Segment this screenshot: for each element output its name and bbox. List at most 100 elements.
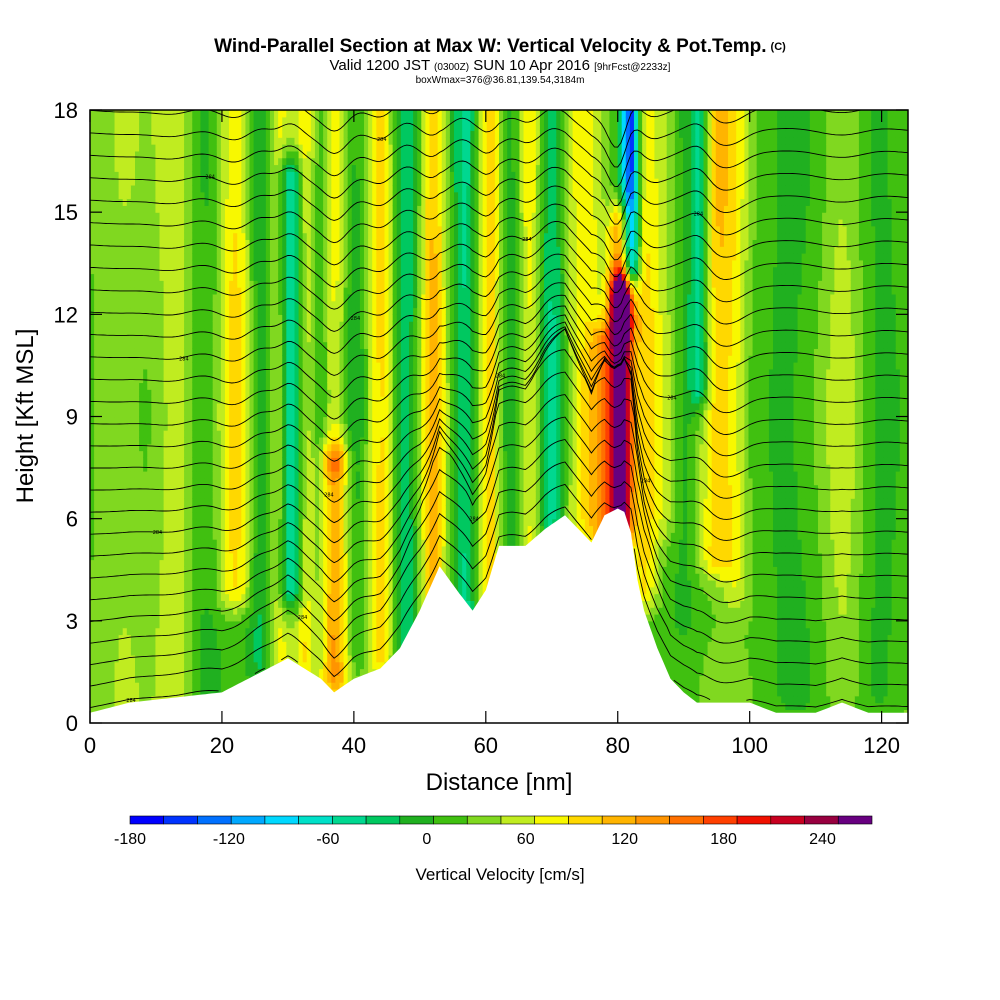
velocity-cell [171,293,177,302]
velocity-cell [114,532,120,540]
velocity-cell [241,150,247,159]
velocity-cell [106,682,112,690]
velocity-cell [282,525,287,533]
velocity-cell [196,525,202,533]
velocity-cell [294,137,300,145]
velocity-cell [122,293,128,302]
velocity-cell [188,484,193,493]
velocity-cell [290,375,296,384]
velocity-cell [212,559,218,567]
velocity-cell [282,477,287,486]
velocity-cell [118,668,124,676]
velocity-cell [233,198,238,206]
velocity-cell [118,552,124,561]
velocity-cell [184,184,189,193]
velocity-cell [114,688,120,697]
velocity-cell [265,593,271,601]
velocity-cell [175,641,181,649]
velocity-cell [94,505,99,513]
velocity-cell [200,491,206,499]
velocity-cell [184,443,189,452]
velocity-cell [171,559,177,567]
velocity-cell [114,579,120,588]
velocity-cell [175,184,181,193]
velocity-cell [126,539,132,547]
velocity-cell [139,144,144,152]
velocity-cell [167,579,173,588]
velocity-cell [126,218,132,227]
velocity-cell [110,552,116,561]
velocity-cell [171,518,177,527]
velocity-cell [167,614,173,622]
velocity-cell [179,423,185,431]
velocity-cell [106,695,112,704]
velocity-cell [298,116,304,125]
velocity-cell [302,144,308,152]
velocity-cell [122,116,128,125]
velocity-cell [294,614,300,622]
velocity-cell [163,505,169,513]
velocity-cell [220,293,226,302]
velocity-cell [106,614,112,622]
velocity-cell [224,518,230,527]
velocity-cell [163,307,169,315]
velocity-cell [220,586,226,595]
velocity-cell [143,641,148,649]
velocity-cell [274,171,279,179]
velocity-cell [278,130,283,138]
velocity-cell [98,552,103,561]
velocity-cell [179,648,185,656]
velocity-cell [171,116,177,125]
velocity-cell [294,178,300,186]
velocity-cell [257,505,263,513]
velocity-cell [98,293,103,302]
velocity-cell [216,266,222,275]
velocity-cell [130,470,136,479]
velocity-cell [110,695,116,704]
velocity-cell [90,157,95,166]
velocity-cell [306,409,312,418]
velocity-cell [114,648,120,656]
velocity-cell [130,518,136,527]
velocity-cell [212,382,218,390]
velocity-cell [192,266,197,275]
velocity-cell [126,123,132,132]
velocity-cell [163,436,169,445]
velocity-cell [134,130,140,138]
velocity-cell [241,627,247,636]
velocity-cell [257,300,263,309]
velocity-cell [233,559,238,567]
velocity-cell [102,695,107,704]
velocity-cell [274,539,279,547]
velocity-cell [286,382,292,390]
velocity-cell [233,586,238,595]
velocity-cell [126,402,132,411]
velocity-cell [224,184,230,193]
velocity-cell [212,627,218,636]
velocity-cell [192,382,197,390]
velocity-cell [216,314,222,322]
velocity-cell [126,436,132,445]
velocity-cell [204,573,210,581]
velocity-cell [245,593,251,601]
velocity-cell [192,239,197,247]
velocity-cell [306,402,312,411]
velocity-cell [241,110,247,118]
velocity-cell [179,505,185,513]
velocity-cell [249,116,255,125]
velocity-cell [94,150,99,159]
velocity-cell [216,559,222,567]
velocity-cell [290,341,296,349]
velocity-cell [143,164,148,172]
velocity-cell [200,654,206,663]
velocity-cell [253,110,259,118]
velocity-cell [196,634,202,642]
velocity-cell [159,648,165,656]
velocity-cell [204,545,210,554]
velocity-cell [143,484,148,493]
velocity-cell [155,402,161,411]
velocity-cell [269,566,275,574]
velocity-cell [163,259,169,268]
velocity-cell [286,552,292,561]
velocity-cell [274,184,279,193]
